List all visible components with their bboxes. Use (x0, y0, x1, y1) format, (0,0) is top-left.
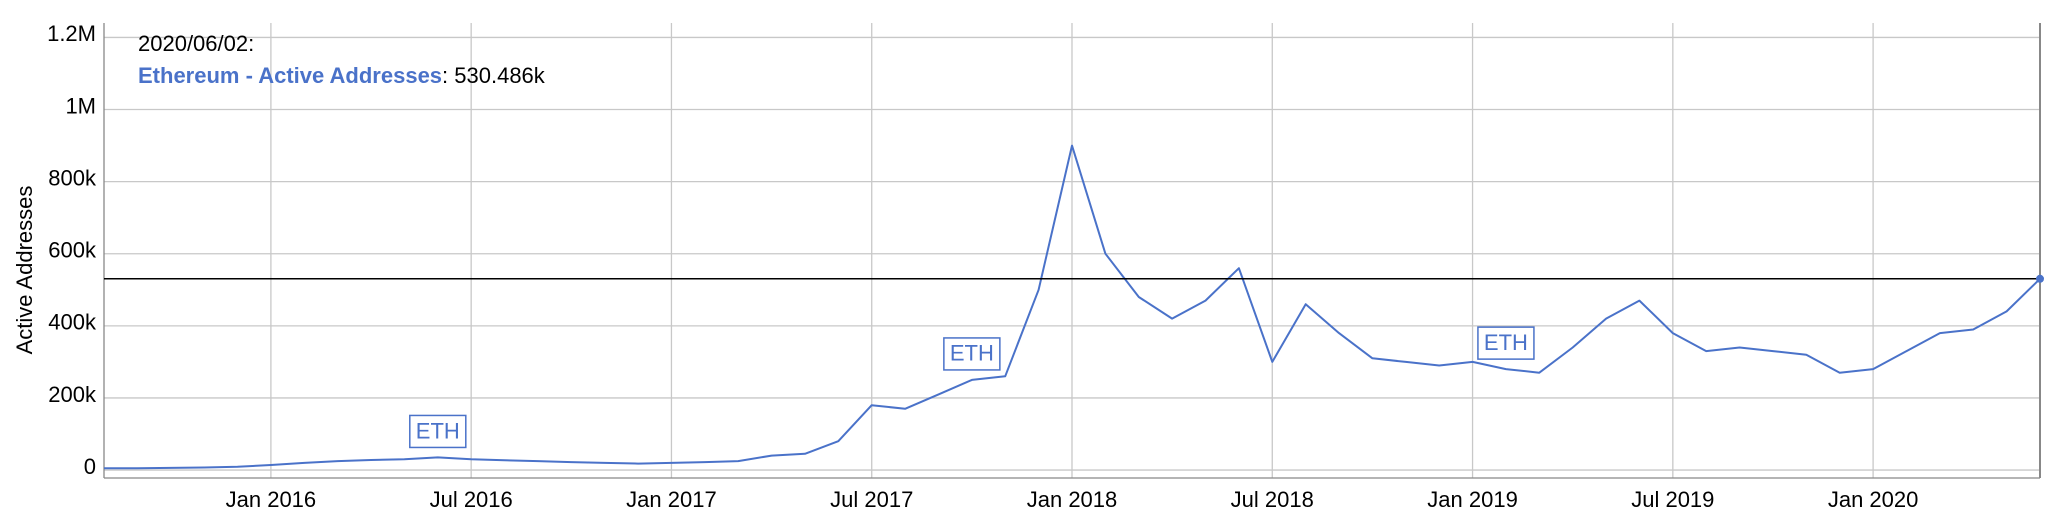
y-tick-label: 0 (84, 454, 96, 479)
x-tick-label: Jan 2018 (1027, 487, 1118, 512)
annotation-text: ETH (950, 341, 994, 366)
x-tick-label: Jan 2016 (226, 487, 317, 512)
annotation-text: ETH (416, 418, 460, 443)
y-tick-label: 1M (65, 93, 96, 118)
y-tick-label: 600k (48, 238, 97, 263)
annotation: ETH (1477, 326, 1535, 360)
x-tick-label: Jan 2019 (1427, 487, 1518, 512)
x-tick-label: Jul 2019 (1631, 487, 1714, 512)
annotation-box (943, 337, 1001, 371)
annotation: ETH (943, 337, 1001, 371)
highlight-point (2036, 274, 2044, 283)
annotation-box (1477, 326, 1535, 360)
annotation-text: ETH (1484, 330, 1528, 355)
tooltip-value: Ethereum - Active Addresses: 530.486k (138, 63, 546, 88)
x-tick-label: Jul 2018 (1231, 487, 1314, 512)
data-line (104, 144, 2041, 470)
tooltip-date: 2020/06/02: (138, 31, 254, 56)
x-tick-label: Jul 2016 (430, 487, 513, 512)
tooltip-series: Ethereum - Active Addresses (138, 63, 442, 88)
y-tick-label: 400k (48, 310, 97, 335)
x-tick-label: Jan 2017 (626, 487, 717, 512)
y-axis-label: Active Addresses (12, 186, 37, 355)
annotation-box (409, 414, 467, 449)
annotation: ETH (409, 414, 467, 449)
tooltip-number: : 530.486k (442, 63, 546, 88)
y-tick-label: 1.2M (47, 21, 96, 46)
x-tick-label: Jan 2020 (1828, 487, 1919, 512)
y-tick-label: 200k (48, 382, 97, 407)
y-tick-label: 800k (48, 165, 97, 190)
x-tick-label: Jul 2017 (830, 487, 913, 512)
